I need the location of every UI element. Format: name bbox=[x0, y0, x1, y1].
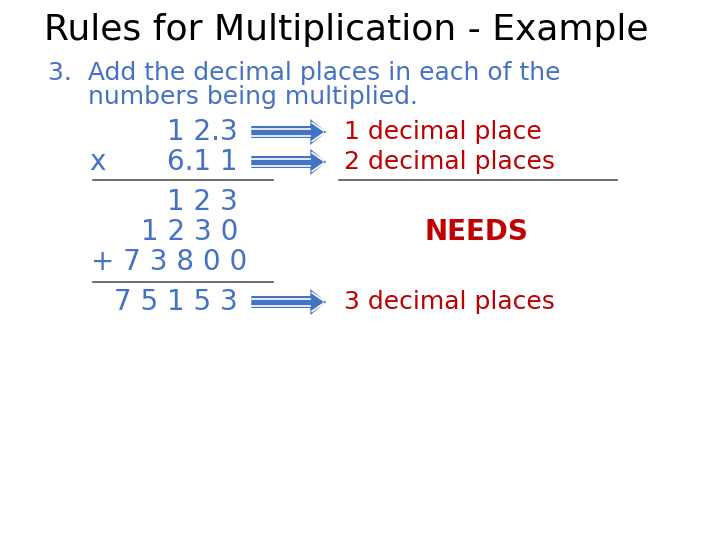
Text: 7 5 1 5 3: 7 5 1 5 3 bbox=[114, 288, 238, 316]
Text: Rules for Multiplication - Example: Rules for Multiplication - Example bbox=[44, 13, 649, 47]
Text: 3.  Add the decimal places in each of the: 3. Add the decimal places in each of the bbox=[48, 61, 561, 85]
Text: numbers being multiplied.: numbers being multiplied. bbox=[48, 85, 418, 109]
Polygon shape bbox=[251, 149, 326, 175]
Text: 2 decimal places: 2 decimal places bbox=[344, 150, 555, 174]
Text: 3 decimal places: 3 decimal places bbox=[344, 290, 554, 314]
Text: NEEDS: NEEDS bbox=[424, 218, 528, 246]
Text: 1 2 3 0: 1 2 3 0 bbox=[140, 218, 238, 246]
Polygon shape bbox=[251, 119, 326, 145]
Text: 1 2.3: 1 2.3 bbox=[167, 118, 238, 146]
Polygon shape bbox=[251, 289, 326, 315]
Text: x: x bbox=[89, 148, 105, 176]
Text: 1 2 3: 1 2 3 bbox=[167, 188, 238, 216]
Text: + 7 3 8 0 0: + 7 3 8 0 0 bbox=[91, 248, 247, 276]
Text: 1 decimal place: 1 decimal place bbox=[344, 120, 541, 144]
Text: 6.1 1: 6.1 1 bbox=[168, 148, 238, 176]
